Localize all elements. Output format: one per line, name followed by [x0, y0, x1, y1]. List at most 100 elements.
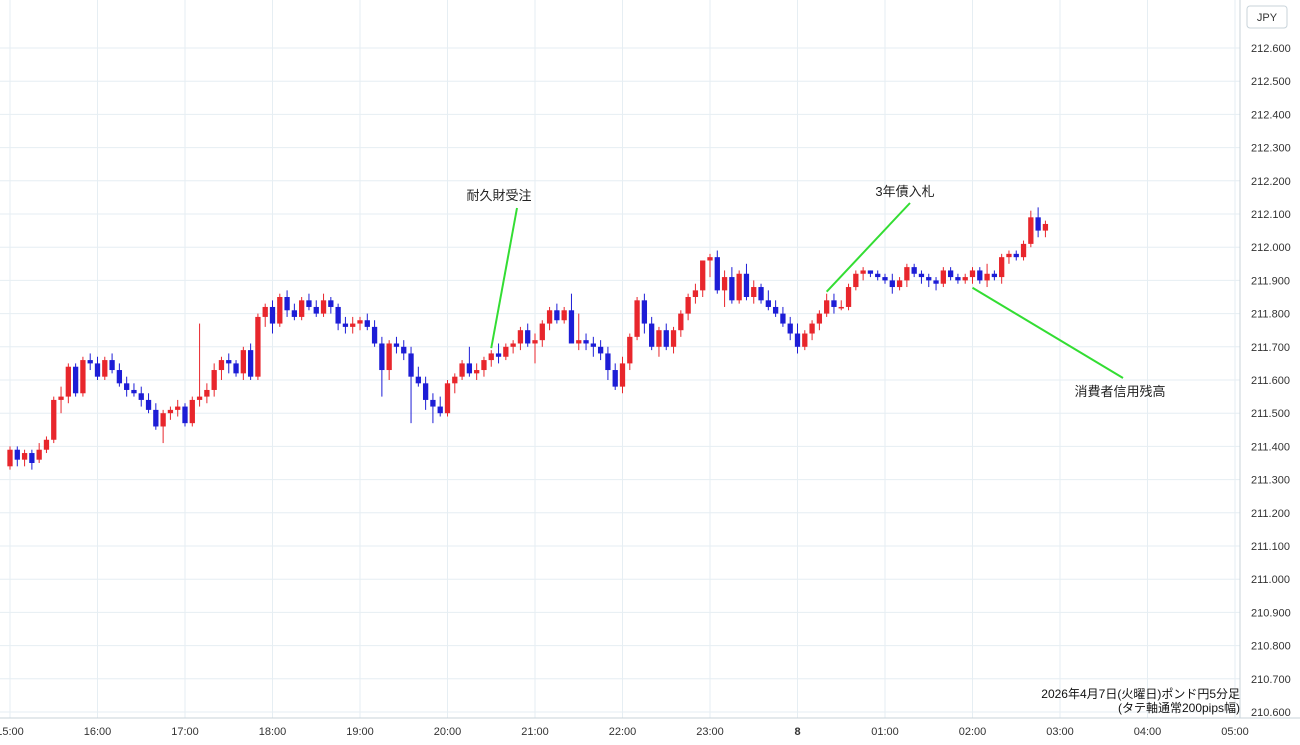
candle — [765, 290, 771, 311]
candle-body — [670, 330, 677, 347]
candle — [911, 263, 917, 278]
candle — [882, 273, 888, 284]
candle — [605, 346, 611, 380]
candle-body — [466, 363, 473, 374]
candle — [247, 343, 254, 380]
candle-body — [474, 370, 480, 374]
candle-body — [525, 330, 531, 344]
candle-body — [685, 297, 691, 314]
candle-body — [1028, 217, 1034, 244]
candle-body — [517, 330, 524, 344]
candle — [226, 353, 232, 374]
candle — [692, 283, 699, 304]
candle — [1013, 250, 1019, 261]
candle — [401, 340, 407, 361]
candle — [583, 333, 589, 351]
candle-body — [401, 346, 407, 354]
candle — [116, 363, 123, 387]
candle — [211, 363, 217, 397]
candle-body — [999, 257, 1005, 278]
candle-body — [831, 300, 837, 307]
candle — [539, 320, 545, 347]
candle — [554, 303, 560, 324]
candle-body — [335, 306, 341, 324]
candle — [794, 323, 801, 354]
candle-body — [233, 363, 239, 374]
candle — [393, 336, 400, 354]
candle — [277, 293, 283, 327]
candle — [904, 263, 910, 288]
candle-body — [364, 320, 370, 327]
price-tick-label: 212.400 — [1251, 109, 1291, 121]
annotation-line — [971, 286, 1124, 379]
candle-body — [561, 310, 567, 321]
candle — [860, 267, 866, 281]
price-tick-label: 211.700 — [1251, 342, 1290, 354]
annotation-label: 耐久財受注 — [466, 188, 531, 203]
candle-body — [124, 383, 130, 390]
candle — [641, 293, 648, 334]
candle-body — [554, 310, 560, 321]
candle-body — [933, 280, 939, 284]
candle-body — [802, 333, 808, 347]
candle — [926, 273, 932, 288]
price-tick-label: 211.100 — [1251, 541, 1290, 553]
horizontal-gridlines — [0, 47, 1240, 713]
candle — [320, 293, 327, 317]
candle — [656, 326, 662, 357]
candle-body — [408, 353, 414, 377]
price-axis: 210.600 210.700 210.800 210.900 211.000 211.1… — [1251, 43, 1291, 719]
candle — [685, 293, 691, 321]
candle — [291, 303, 298, 321]
candle-body — [72, 366, 79, 394]
candle — [14, 446, 20, 467]
candle-body — [634, 300, 640, 337]
candle-body — [43, 439, 50, 450]
candle-body — [692, 290, 699, 297]
price-tick-label: 210.800 — [1251, 641, 1291, 653]
candle — [21, 449, 28, 467]
candle — [72, 363, 79, 397]
candle-body — [7, 449, 13, 467]
candle — [809, 320, 815, 341]
candle — [474, 363, 480, 380]
candle-body — [853, 273, 859, 288]
candle-body — [189, 399, 195, 424]
candle — [80, 356, 86, 397]
candle-body — [656, 330, 662, 347]
candle-body — [641, 300, 648, 324]
time-axis: 15:00 16:00 17:00 18:00 19:00 20:00 21:00 22:00… — [0, 726, 1249, 738]
candle — [933, 277, 939, 291]
candle-body — [160, 413, 166, 427]
candle — [612, 363, 618, 390]
candle-body — [758, 287, 764, 301]
candle-body — [342, 323, 349, 327]
currency-badge[interactable] — [1246, 5, 1288, 29]
candle-body — [1013, 253, 1019, 258]
candle — [65, 363, 71, 404]
candle-body — [546, 310, 553, 324]
candle — [816, 310, 823, 331]
candle-body — [772, 306, 779, 314]
time-tick-label: 17:00 — [171, 726, 199, 738]
candle — [670, 326, 677, 354]
candle — [255, 313, 261, 380]
candle-body — [291, 310, 298, 317]
candle-body — [590, 343, 596, 347]
candle — [422, 376, 429, 410]
candle — [444, 380, 451, 417]
candle — [772, 300, 779, 317]
candle — [517, 326, 524, 351]
candle — [269, 300, 276, 334]
candle — [707, 253, 713, 278]
candle-body — [1020, 243, 1027, 258]
candle-body — [809, 323, 815, 334]
candle — [29, 449, 35, 470]
candle-body — [947, 270, 954, 278]
candle-body — [510, 343, 516, 347]
candle-body — [736, 273, 742, 301]
candle — [991, 270, 998, 281]
candle — [714, 250, 720, 294]
candle-body — [371, 326, 378, 344]
